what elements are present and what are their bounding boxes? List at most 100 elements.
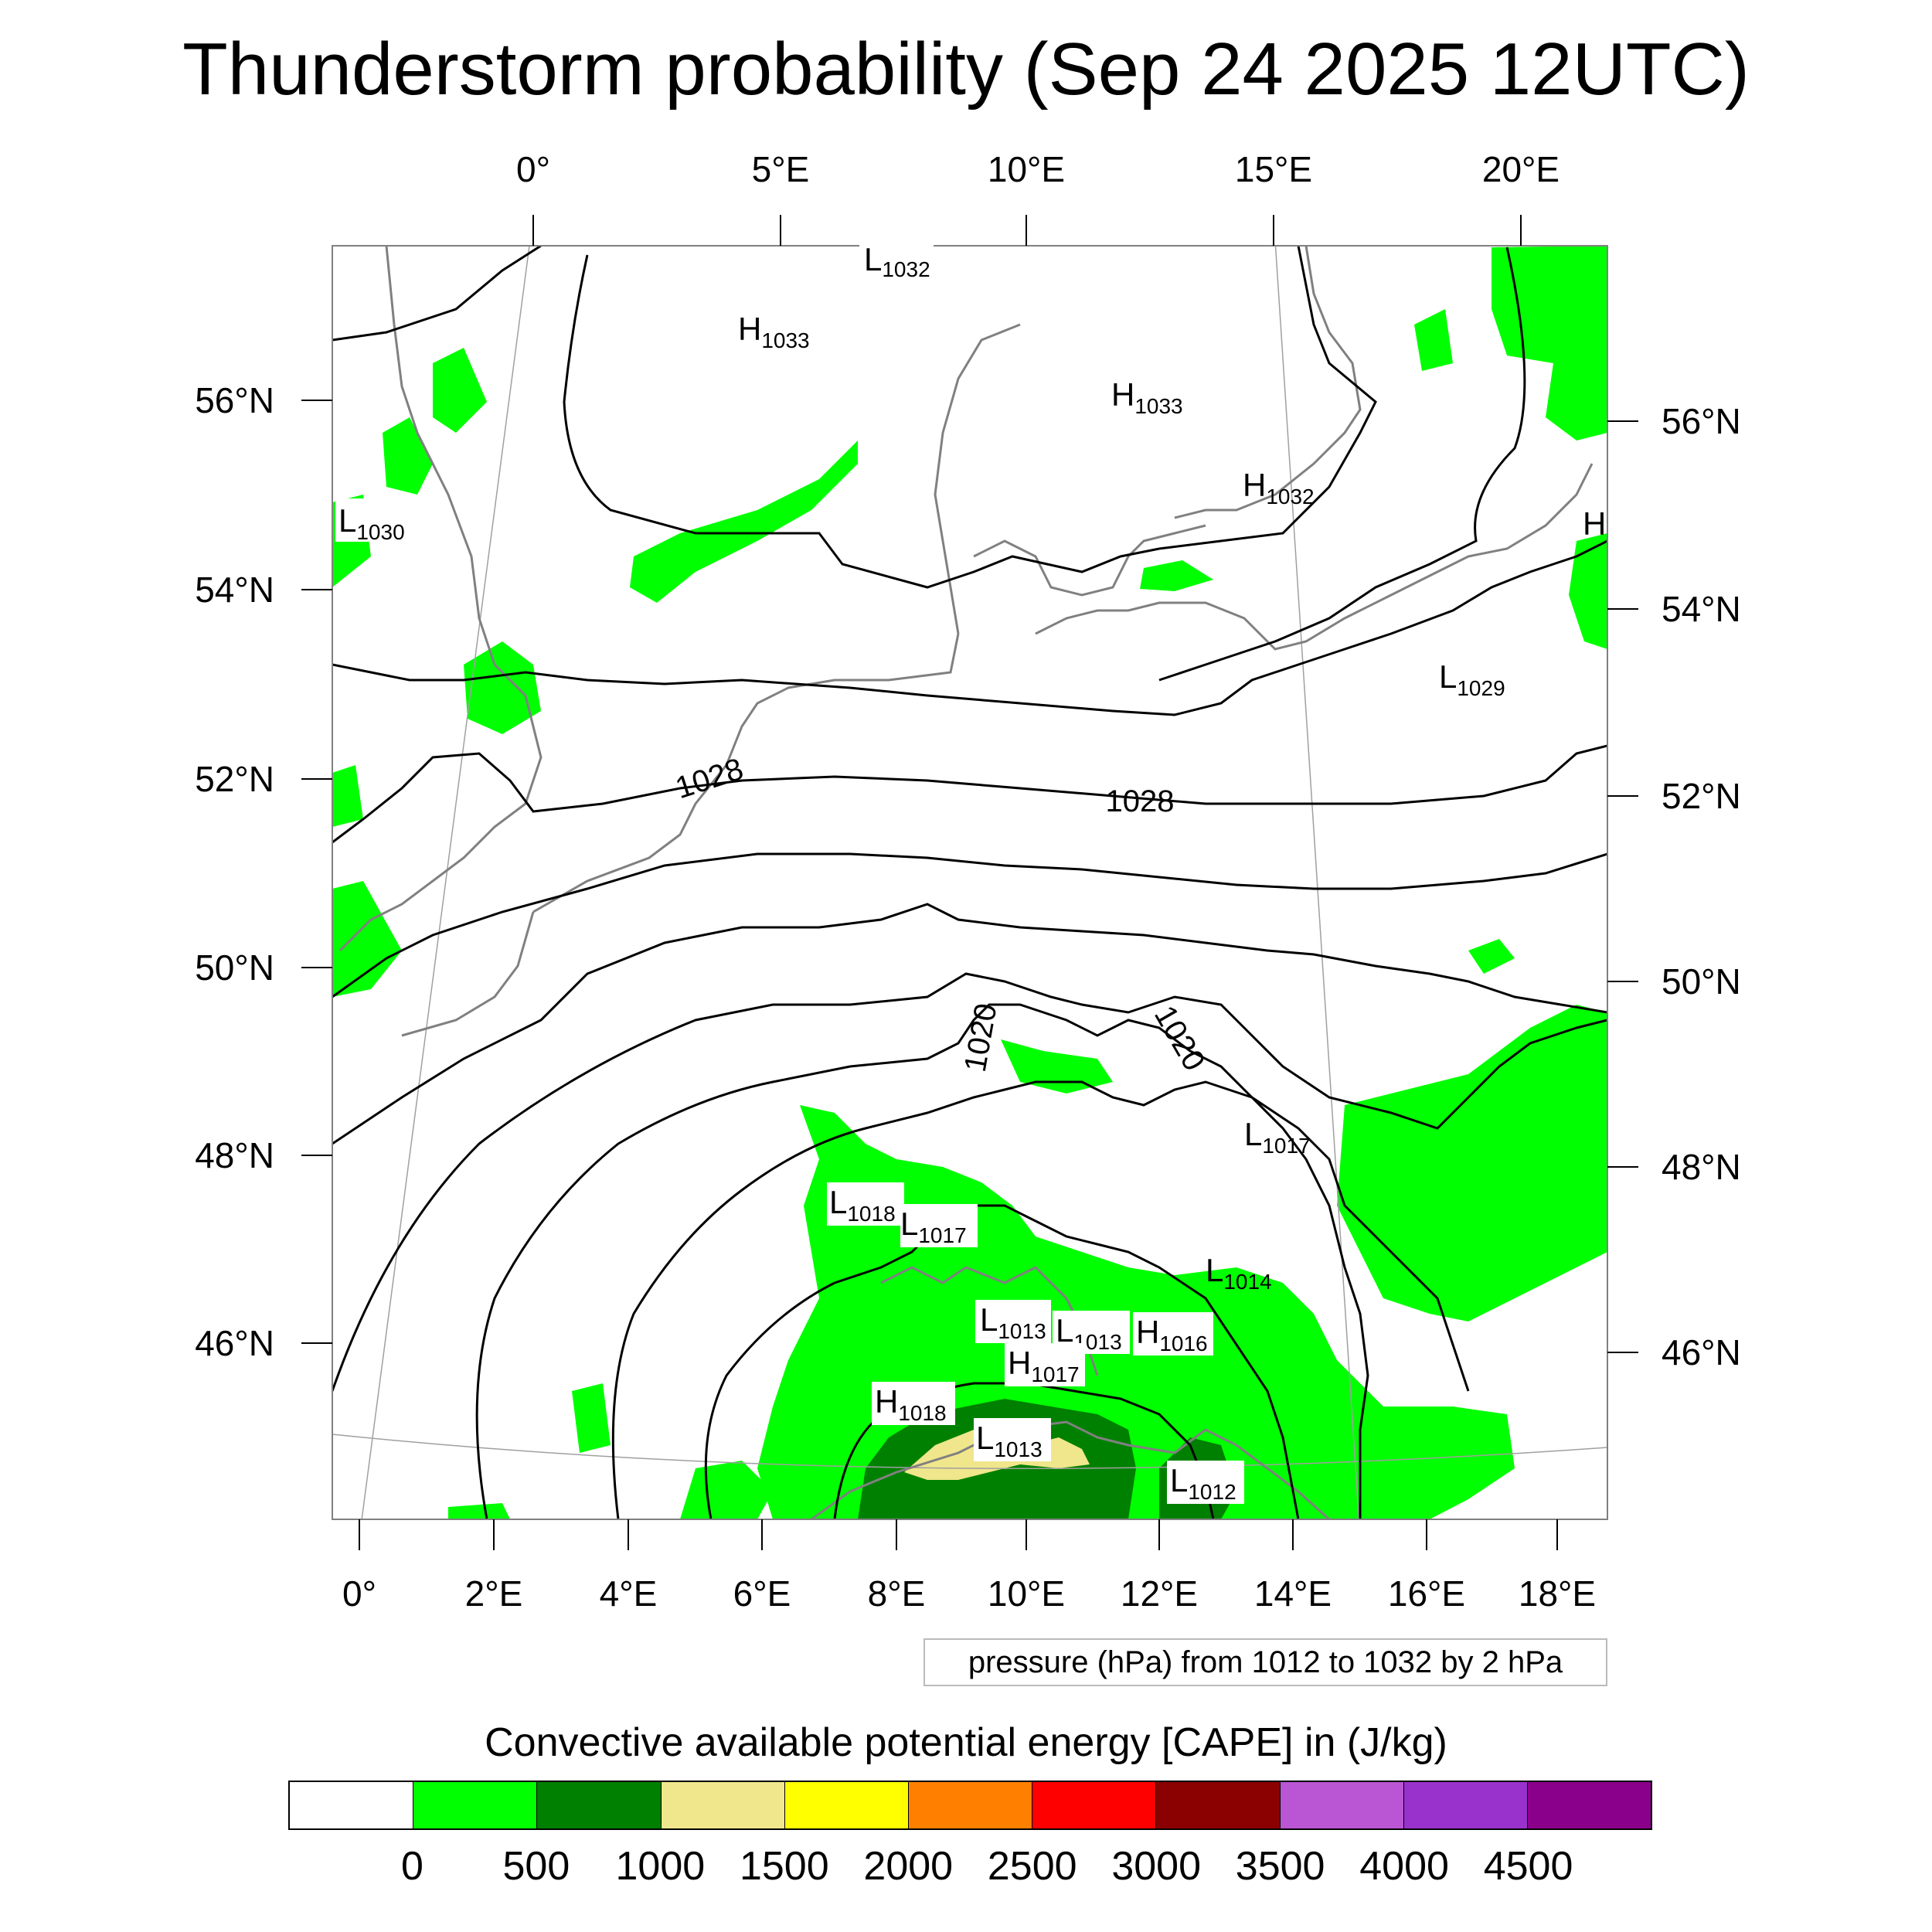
pressure-center-low: L1029 <box>1439 658 1505 700</box>
center-letter: L <box>1056 1312 1073 1349</box>
pressure-center-low: L1018 <box>827 1182 904 1226</box>
cape-0-500-areas <box>332 246 1607 1519</box>
svg-text:H1018: H1018 <box>875 1383 947 1425</box>
center-value: 1014 <box>1223 1270 1271 1294</box>
isobar-1032-east <box>1158 247 1526 682</box>
isobar-1030-nw <box>332 246 542 342</box>
cape-area-scotland <box>383 417 433 495</box>
center-value: 1030 <box>356 520 404 544</box>
svg-text:H1032: H1032 <box>1243 467 1315 509</box>
center-letter: L <box>976 1420 994 1456</box>
pressure-center-high: H1018 <box>872 1382 955 1425</box>
coast-france-channel <box>401 911 535 1037</box>
map-frame <box>332 245 1608 1520</box>
coast-germany-baltic <box>1035 463 1594 651</box>
center-letter: H <box>1583 505 1606 542</box>
cape-area-provence <box>680 1461 773 1519</box>
isobar-label: 1020 <box>958 1001 1004 1074</box>
cape-area-czech <box>1468 939 1515 974</box>
center-value: 1029 <box>1457 676 1505 700</box>
center-value: 1012 <box>1188 1480 1236 1504</box>
right-lat-label: 54°N <box>1662 589 1741 629</box>
svg-text:L1017: L1017 <box>900 1206 967 1247</box>
colorbar-swatch <box>784 1782 909 1828</box>
colorbar-title: Convective available potential energy [C… <box>485 1720 1447 1765</box>
colorbar-swatch <box>290 1782 414 1828</box>
right-lat-label: 48°N <box>1662 1147 1741 1187</box>
center-value: 1032 <box>1266 485 1314 509</box>
center-value: 1017 <box>1262 1134 1310 1158</box>
top-lon-label: 5°E <box>752 149 810 189</box>
coastlines <box>338 246 1594 1519</box>
svg-text:L1014: L1014 <box>1206 1252 1272 1294</box>
coast-danish-islands <box>973 524 1206 597</box>
colorbar-swatch <box>1403 1782 1528 1828</box>
isobar-1032-north <box>563 246 1377 589</box>
pressure-centers: L1032 H1033 H1033 H1032 L1030 H L1029 L1… <box>335 241 1606 1504</box>
center-letter: H <box>1111 376 1134 413</box>
colorbar-swatch <box>1032 1782 1157 1828</box>
svg-text:H1033: H1033 <box>1111 376 1183 418</box>
coast-britain-east <box>338 246 543 952</box>
coast-sweden-south <box>1174 246 1362 519</box>
center-value: 1033 <box>1134 394 1182 418</box>
colorbar-tick-label: 1500 <box>739 1844 829 1889</box>
pressure-contour-note: pressure (hPa) from 1012 to 1032 by 2 hP… <box>923 1638 1607 1686</box>
isobars <box>332 246 1607 1519</box>
cape-area-lithuania <box>1414 309 1453 371</box>
top-lon-label: 15°E <box>1235 149 1312 189</box>
center-value: 1033 <box>761 328 809 352</box>
svg-text:L1018: L1018 <box>829 1184 896 1226</box>
colorbar-swatch <box>413 1782 538 1828</box>
top-lon-label: 0° <box>516 149 550 189</box>
bottom-longitude-labels: 0° 2°E 4°E 6°E 8°E 10°E 12°E 14°E 16°E 1… <box>342 1573 1596 1614</box>
pressure-center-high: H1033 <box>1111 376 1183 418</box>
chart-title: Thunderstorm probability (Sep 24 2025 12… <box>182 28 1750 111</box>
svg-text:L1013: L1013 <box>980 1301 1046 1343</box>
center-letter: L <box>980 1301 998 1338</box>
center-value: 1013 <box>994 1437 1042 1461</box>
colorbar-tick-label: 3000 <box>1111 1844 1202 1889</box>
colorbar-swatch <box>537 1782 662 1828</box>
isobar-1020 <box>475 1003 1470 1519</box>
pressure-center-high: H1032 <box>1243 467 1315 509</box>
pressure-center-low: L1013 <box>975 1300 1051 1343</box>
pressure-center-low: L1014 <box>1206 1252 1272 1294</box>
left-lat-label: 50°N <box>195 947 274 988</box>
center-letter: H <box>1243 467 1266 503</box>
cape-area-kent <box>332 765 363 827</box>
graticule-lines <box>332 246 1607 1519</box>
bottom-lon-label: 12°E <box>1121 1573 1198 1614</box>
top-lon-label: 10°E <box>988 149 1065 189</box>
pressure-center-low: L1013 <box>974 1418 1051 1461</box>
center-letter: H <box>1008 1345 1031 1381</box>
meridian-0 <box>361 246 530 1519</box>
cape-area-east-europe <box>1337 1005 1607 1321</box>
cape-area-north-uk <box>433 348 487 433</box>
center-letter: L <box>1244 1116 1262 1152</box>
axis-ticks <box>301 215 1638 1550</box>
isobar-1028 <box>332 744 1607 844</box>
cape-area-north-sea-band <box>630 440 858 603</box>
center-letter: L <box>864 241 882 277</box>
right-lat-label: 50°N <box>1662 961 1741 1002</box>
isobar-label: 1020 <box>1148 1000 1212 1077</box>
svg-text:L1017: L1017 <box>1244 1116 1311 1158</box>
svg-text:H1017: H1017 <box>1008 1345 1080 1386</box>
cape-area-poland-east <box>1569 533 1607 649</box>
bottom-lon-label: 8°E <box>868 1573 926 1614</box>
svg-text:L1013: L1013 <box>976 1420 1043 1461</box>
center-letter: H <box>875 1383 898 1420</box>
center-letter: L <box>829 1184 847 1220</box>
center-letter: H <box>1136 1314 1159 1350</box>
bottom-lon-label: 16°E <box>1388 1573 1465 1614</box>
colorbar-swatch <box>1280 1782 1404 1828</box>
svg-text:L1032: L1032 <box>864 241 930 281</box>
colorbar <box>288 1781 1652 1830</box>
pressure-center-high: H1033 <box>738 311 810 352</box>
colorbar-labels: 0 500 1000 1500 2000 2500 3000 3500 4000 4500 <box>288 1839 1652 1893</box>
left-latitude-labels: 56°N 54°N 52°N 50°N 48°N 46°N <box>195 380 274 1363</box>
isobar-labels: 1028 1028 1020 1020 <box>672 752 1212 1077</box>
pressure-center-low: L1017 <box>900 1204 978 1247</box>
bottom-lon-label: 2°E <box>465 1573 523 1614</box>
